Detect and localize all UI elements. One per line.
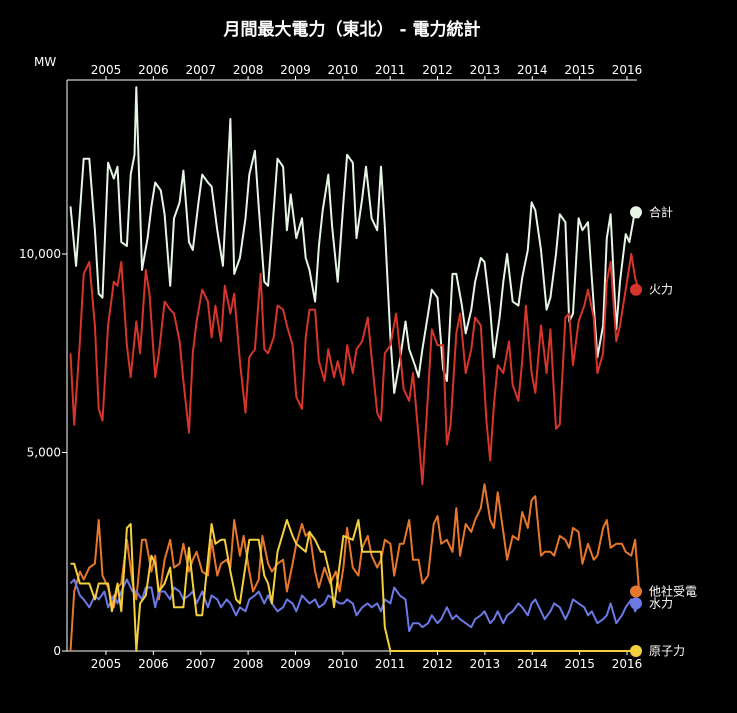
y-tick-label: 10,000 xyxy=(19,247,61,261)
legend-marker-1 xyxy=(630,283,642,296)
chart-title: 月間最大電力（東北） - 電力統計 xyxy=(223,19,481,40)
x-tick-label-bottom: 2012 xyxy=(422,657,453,671)
x-tick-label-top: 2015 xyxy=(564,63,595,77)
x-tick-label-bottom: 2014 xyxy=(517,657,548,671)
x-tick-label-bottom: 2007 xyxy=(185,657,216,671)
x-tick-label-top: 2016 xyxy=(612,63,643,77)
series-lines xyxy=(69,86,640,652)
x-tick-label-top: 2012 xyxy=(422,63,453,77)
x-tick-label-bottom: 2013 xyxy=(470,657,501,671)
x-tick-label-bottom: 2016 xyxy=(612,657,643,671)
legend-marker-4 xyxy=(630,645,642,657)
x-tick-label-top: 2013 xyxy=(470,63,501,77)
legend-label-1: 火力 xyxy=(649,283,673,297)
legend-label-4: 原子力 xyxy=(649,644,685,658)
legend-label-0: 合計 xyxy=(649,204,673,219)
series-line-4 xyxy=(70,519,639,652)
x-tick-label-top: 2006 xyxy=(138,63,169,77)
x-tick-label-bottom: 2009 xyxy=(280,657,311,671)
legend-marker-3 xyxy=(630,597,642,610)
x-tick-label-bottom: 2006 xyxy=(138,657,169,671)
x-tick-label-bottom: 2011 xyxy=(375,657,406,671)
y-tick-label: 5,000 xyxy=(27,446,61,460)
series-line-1 xyxy=(69,253,640,486)
x-tick-label-top: 2005 xyxy=(91,63,122,77)
legend-marker-2 xyxy=(630,585,642,598)
x-tick-label-bottom: 2015 xyxy=(564,657,595,671)
y-tick-label: 0 xyxy=(53,644,61,658)
x-tick-label-top: 2010 xyxy=(328,63,359,77)
axes: 0 5,000 10,000 2005 2005 2006 2006 2007 2007 2008… xyxy=(19,63,642,671)
x-tick-label-top: 2007 xyxy=(185,63,216,77)
legend-label-2: 他社受電 xyxy=(649,583,697,598)
x-tick-label-top: 2009 xyxy=(280,63,311,77)
y-axis-label: MW xyxy=(34,55,56,69)
legend-label-3: 水力 xyxy=(649,596,673,610)
series-line-2 xyxy=(69,483,640,652)
x-tick-label-top: 2014 xyxy=(517,63,548,77)
x-tick-label-bottom: 2008 xyxy=(233,657,264,671)
x-tick-label-bottom: 2005 xyxy=(91,657,122,671)
x-tick-label-top: 2011 xyxy=(375,63,406,77)
x-tick-label-top: 2008 xyxy=(233,63,264,77)
series-line-0 xyxy=(69,86,640,394)
legend-marker-0 xyxy=(630,206,642,219)
series-line-3 xyxy=(69,578,640,633)
x-tick-label-bottom: 2010 xyxy=(328,657,359,671)
